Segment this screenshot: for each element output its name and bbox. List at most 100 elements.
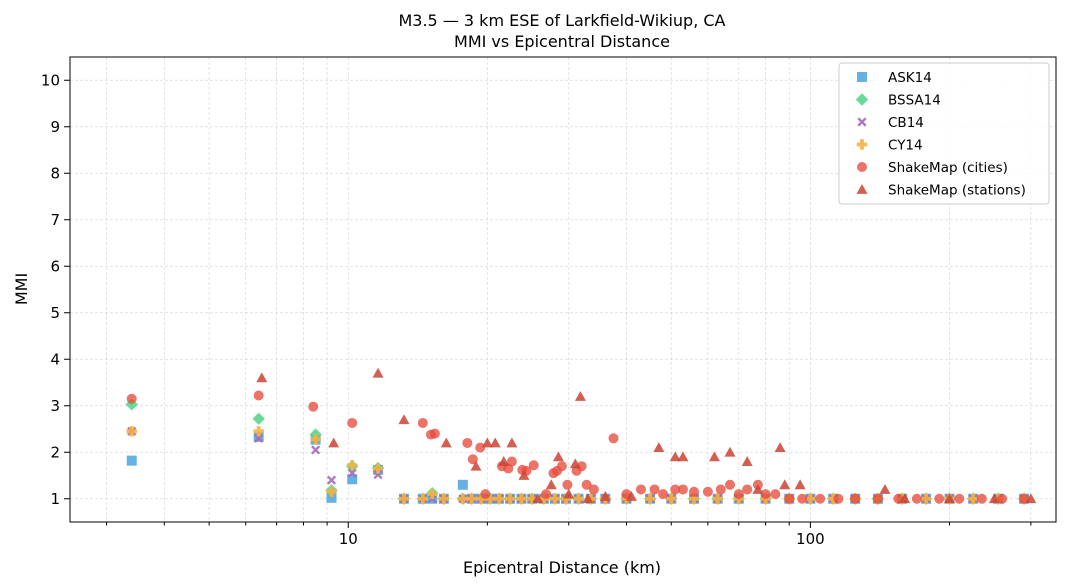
data-point <box>347 417 358 428</box>
data-point <box>476 493 487 504</box>
data-point <box>599 490 611 501</box>
data-point <box>569 458 581 469</box>
data-point <box>920 493 932 504</box>
data-point <box>528 460 539 471</box>
data-point <box>954 493 965 504</box>
data-point <box>988 493 1000 504</box>
data-point <box>815 493 826 504</box>
x-tick-label: 100 <box>796 530 825 548</box>
data-point <box>653 442 665 452</box>
data-point <box>688 493 700 504</box>
y-tick-label: 7 <box>50 211 60 229</box>
data-point <box>608 433 619 444</box>
data-point <box>398 493 410 504</box>
legend-label: CY14 <box>888 138 923 154</box>
plot-area <box>125 367 1037 505</box>
data-point <box>576 461 587 472</box>
y-tick-label: 9 <box>50 118 60 136</box>
data-point <box>417 493 429 504</box>
y-tick-label: 4 <box>50 350 60 368</box>
data-point <box>254 433 264 443</box>
axis-ticks: 10 100 1 2 3 4 5 6 7 8 9 10 <box>41 71 1032 548</box>
legend-marker <box>857 117 867 127</box>
data-point <box>526 493 538 504</box>
data-point <box>635 484 646 495</box>
legend-entry: BSSA14 <box>855 93 941 109</box>
data-point <box>784 493 795 504</box>
data-point <box>708 451 720 462</box>
legend-label: ShakeMap (cities) <box>888 160 1008 176</box>
data-point <box>457 479 468 490</box>
series-bssa14 <box>125 398 1031 505</box>
data-point <box>328 437 340 448</box>
data-point <box>581 479 592 490</box>
data-point <box>532 493 544 504</box>
data-point <box>741 456 753 466</box>
data-point <box>126 455 137 466</box>
legend-marker <box>857 72 867 82</box>
legend-entry: ShakeMap (stations) <box>856 183 1026 199</box>
data-point <box>506 437 518 448</box>
data-point <box>774 442 786 452</box>
legend-marker <box>856 139 868 150</box>
data-point <box>976 493 987 504</box>
legend-label: ShakeMap (stations) <box>888 183 1026 199</box>
data-point <box>347 460 358 471</box>
legend-entry: CY14 <box>856 138 923 154</box>
data-point <box>563 488 575 499</box>
data-point <box>373 469 383 480</box>
data-point <box>794 479 806 490</box>
y-tick-label: 3 <box>50 397 60 415</box>
data-point <box>805 493 816 504</box>
data-point <box>438 493 450 504</box>
data-point <box>545 479 557 490</box>
legend-marker <box>855 93 869 106</box>
data-point <box>549 493 561 504</box>
data-point <box>516 493 527 504</box>
data-point <box>967 493 979 504</box>
data-point <box>326 492 337 503</box>
y-tick-label: 1 <box>50 490 60 508</box>
plot-frame <box>69 56 1057 523</box>
data-point <box>126 426 137 437</box>
data-point <box>574 390 586 401</box>
legend-label: CB14 <box>888 115 924 131</box>
data-point <box>872 493 883 504</box>
legend-entry: CB14 <box>857 115 924 131</box>
legend-marker <box>857 162 867 172</box>
data-point <box>253 426 264 437</box>
data-point <box>879 483 891 494</box>
data-point <box>480 489 491 500</box>
data-point <box>308 401 319 412</box>
data-point <box>588 484 599 495</box>
data-point <box>467 454 478 465</box>
data-point <box>518 470 530 480</box>
data-point <box>850 493 861 504</box>
data-point <box>417 417 428 428</box>
x-axis-label: Epicentral Distance (km) <box>463 558 661 577</box>
data-point <box>712 493 723 504</box>
data-point <box>760 489 771 500</box>
data-point <box>372 463 384 474</box>
data-point <box>504 493 516 504</box>
legend-box <box>838 62 1050 205</box>
data-point <box>649 484 660 495</box>
y-tick-label: 8 <box>50 164 60 182</box>
data-point <box>677 451 689 462</box>
data-point <box>562 479 573 490</box>
data-point <box>541 489 552 500</box>
data-point <box>493 493 505 504</box>
y-tick-label: 10 <box>41 71 60 89</box>
data-point <box>670 484 681 495</box>
data-point <box>724 446 736 457</box>
data-point <box>347 468 357 478</box>
data-point <box>457 493 469 504</box>
y-tick-label: 6 <box>50 257 60 275</box>
data-point <box>1025 493 1037 504</box>
y-axis-label: MMI <box>12 273 31 305</box>
data-point <box>827 493 839 504</box>
data-point <box>475 442 486 453</box>
data-point <box>398 414 410 425</box>
data-point <box>506 456 517 467</box>
data-point <box>689 486 700 497</box>
